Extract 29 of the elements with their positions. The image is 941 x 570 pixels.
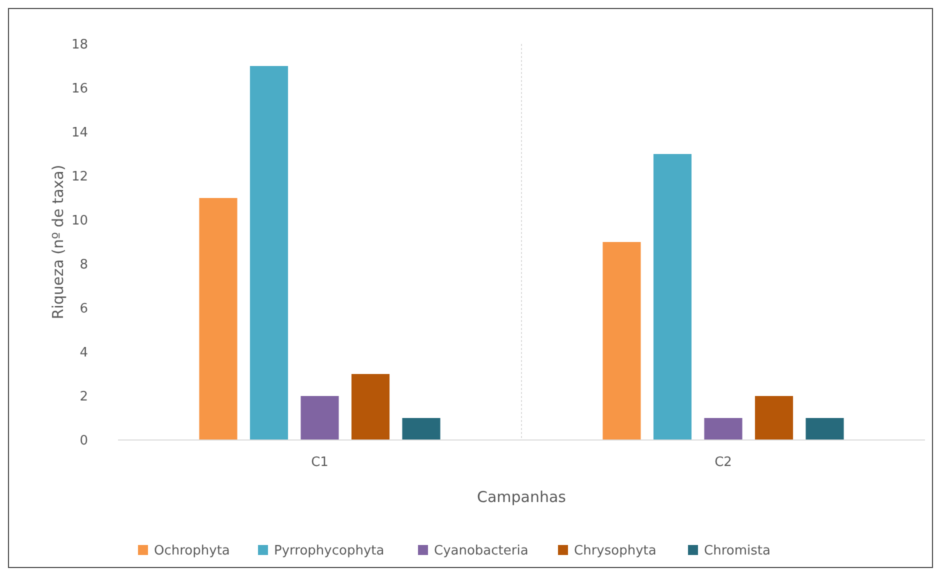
legend-label: Cyanobacteria [434,544,528,559]
y-tick-label: 12 [71,170,88,185]
bar [351,374,390,440]
x-axis-title: Campanhas [476,488,566,506]
y-tick-label: 0 [80,434,88,449]
bar [602,242,641,440]
y-tick-label: 14 [71,126,88,141]
legend-label: Pyrrophycophyta [274,544,384,559]
y-tick-label: 10 [71,214,88,229]
legend-label: Chrysophyta [574,544,656,559]
y-tick-label: 2 [80,390,88,405]
y-tick-label: 6 [80,302,88,317]
bar [704,418,742,440]
y-tick-label: 16 [71,82,88,97]
bar [653,154,692,440]
y-tick-label: 4 [80,346,88,361]
y-tick-label: 8 [80,258,88,273]
bar [402,418,440,440]
bar [250,66,288,440]
bar [300,396,339,440]
y-tick-label: 18 [71,38,88,53]
x-tick-label: C1 [311,455,328,470]
bar [806,418,844,440]
legend-label: Chromista [704,544,770,559]
legend-label: Ochrophyta [154,544,230,559]
x-tick-label: C2 [714,455,732,470]
bar [754,396,794,440]
y-axis-title: Riqueza (nº de taxa) [49,164,67,320]
bar [199,198,238,440]
